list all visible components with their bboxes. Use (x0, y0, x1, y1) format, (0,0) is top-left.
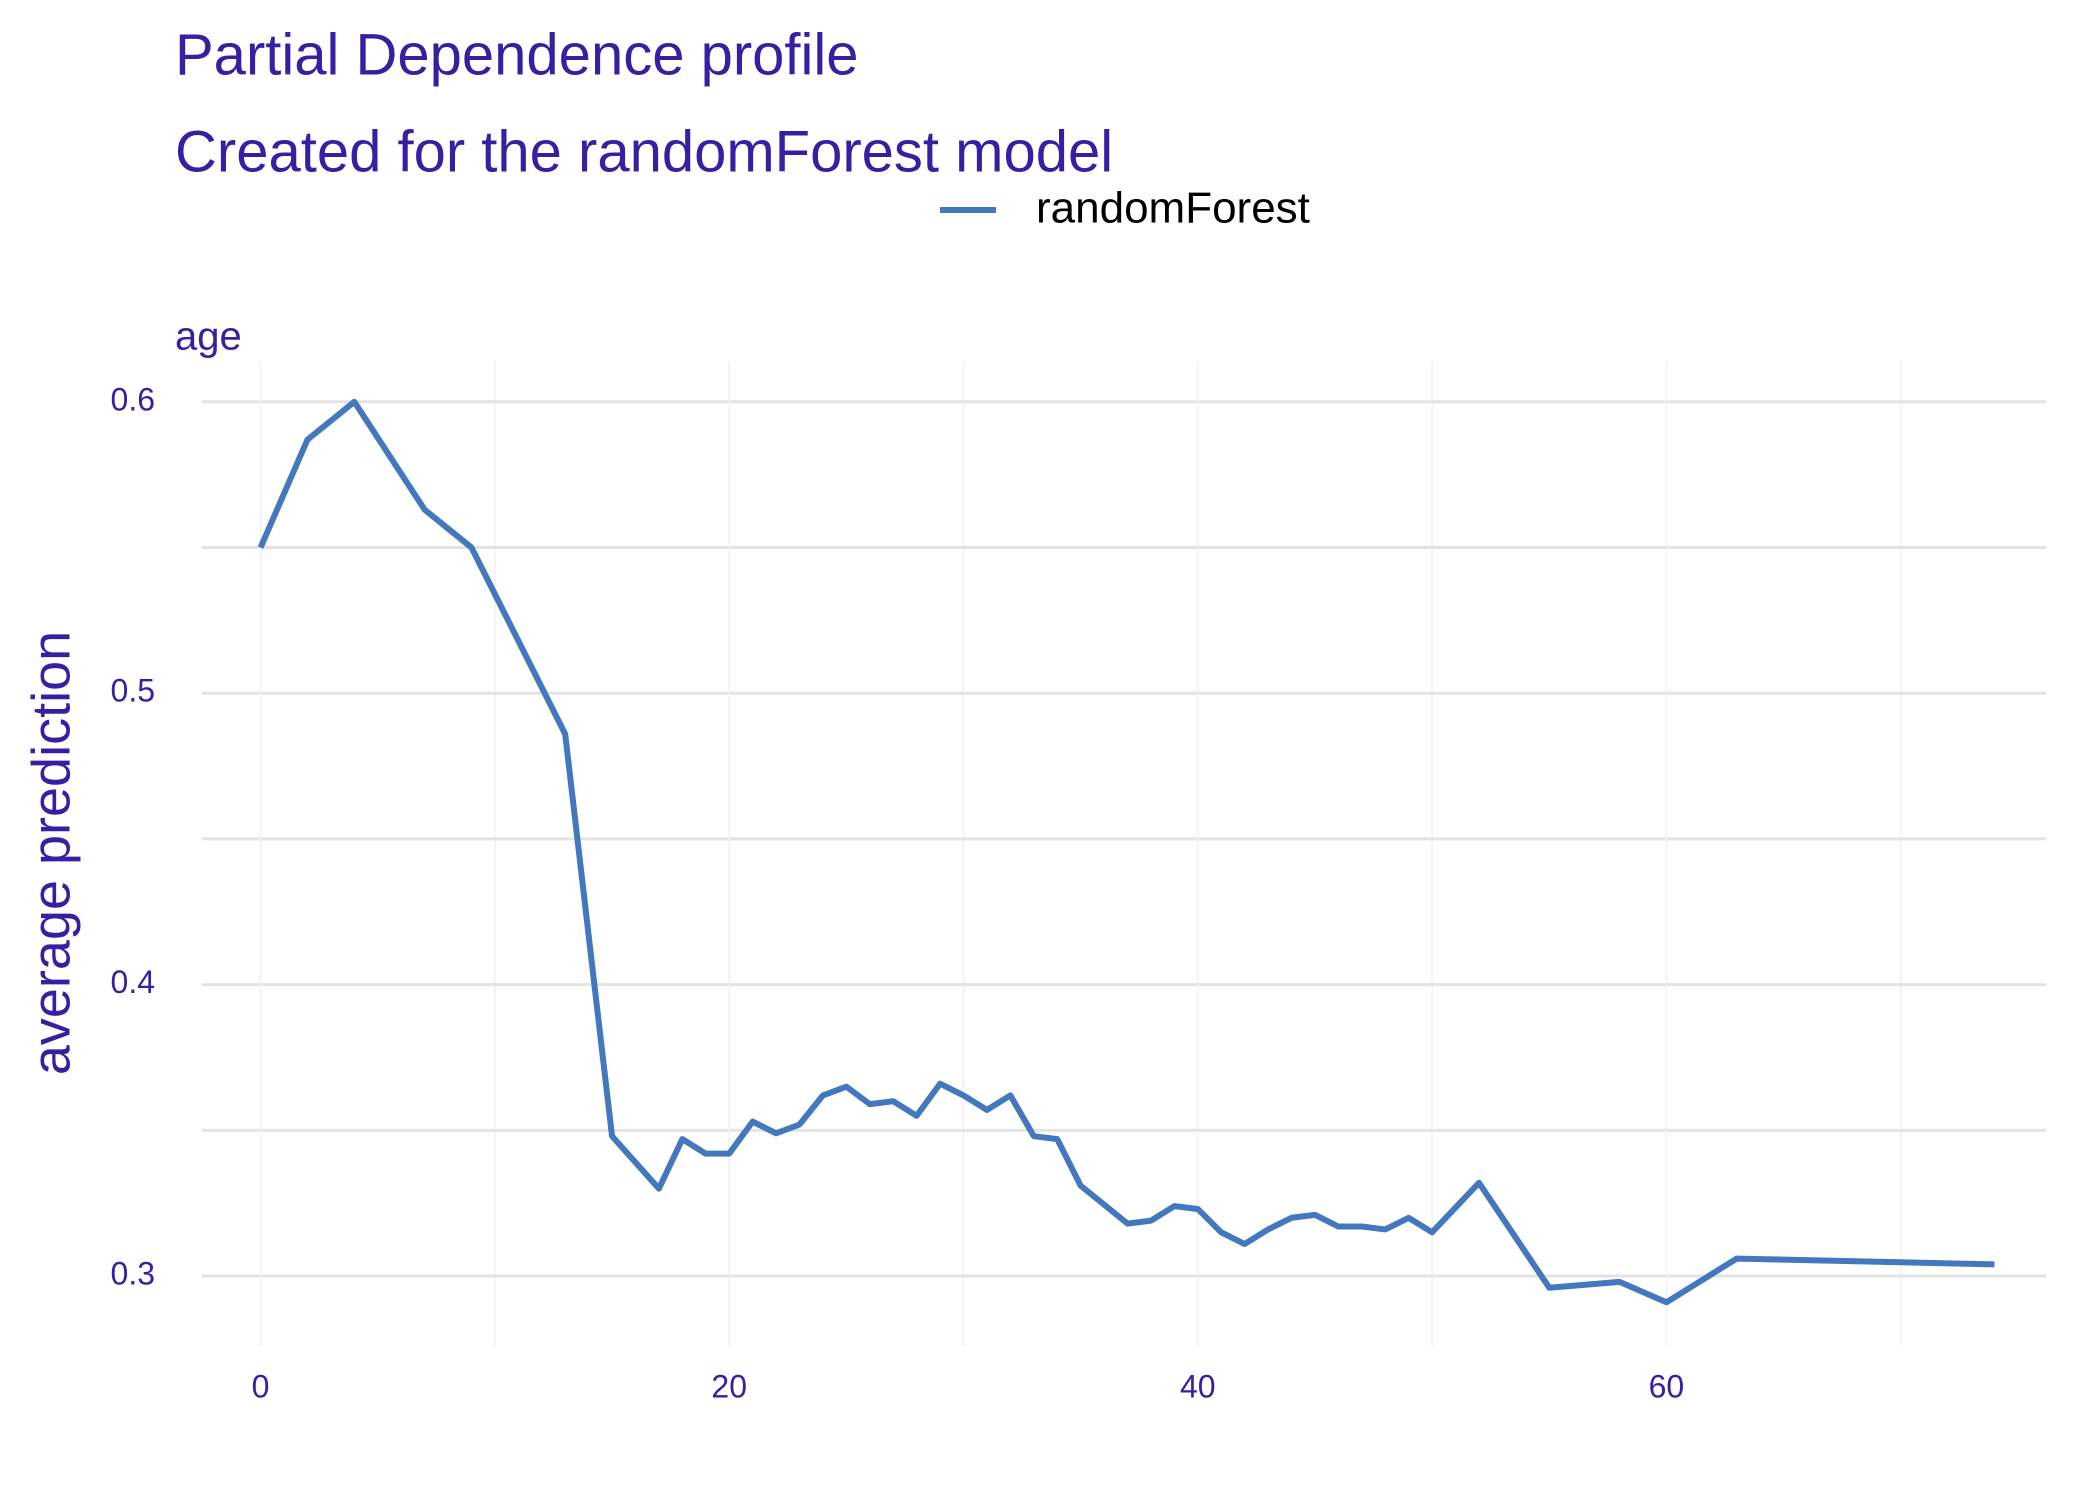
y-tick-label: 0.6 (111, 381, 155, 417)
chart-title: Partial Dependence profile (175, 22, 859, 87)
legend-label: randomForest (1036, 184, 1310, 233)
x-tick-label: 0 (252, 1368, 270, 1404)
y-tick-label: 0.4 (111, 964, 155, 1000)
x-tick-label: 20 (711, 1368, 747, 1404)
panel-label: age (175, 315, 242, 359)
series-line (257, 398, 1995, 1306)
y-axis-label: average prediction (21, 631, 81, 1075)
x-tick-label: 40 (1180, 1368, 1216, 1404)
x-tick-label: 60 (1649, 1368, 1685, 1404)
y-tick-label: 0.5 (111, 673, 155, 709)
y-tick-label: 0.3 (111, 1256, 155, 1292)
chart-subtitle: Created for the randomForest model (175, 119, 1113, 184)
